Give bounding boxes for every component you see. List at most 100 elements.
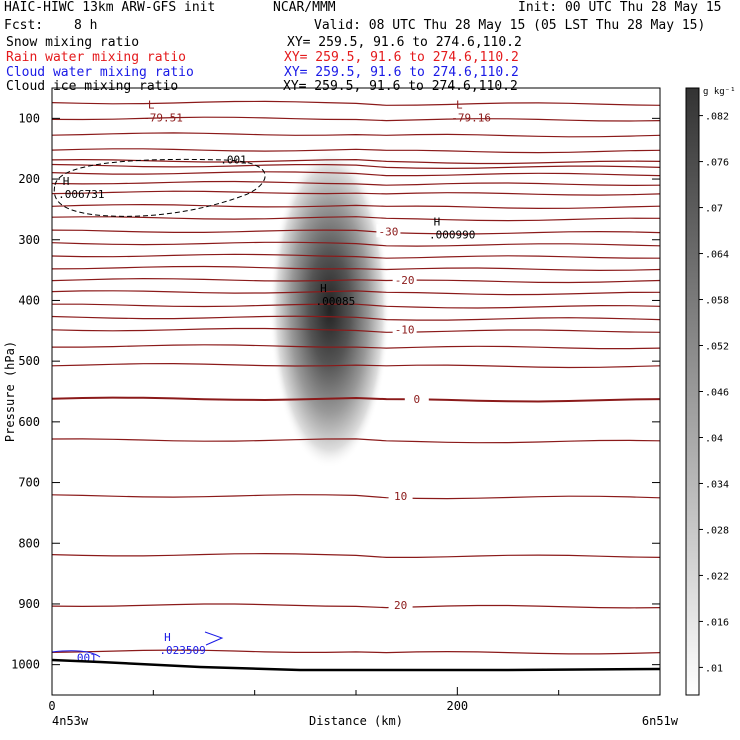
temperature-contour-line	[51, 253, 661, 259]
x-endpoint-right: 6n51w	[642, 714, 679, 728]
temperature-contour-line	[51, 277, 661, 284]
extremum-marker: L	[148, 98, 155, 111]
field-xy-snow: XY= 259.5, 91.6 to 274.6,110.2	[287, 35, 522, 50]
colorbar-level-label: .04	[705, 433, 723, 444]
contour-label-bg	[376, 224, 401, 238]
contour-label: 0	[413, 393, 420, 406]
colorbar-level-label: .022	[705, 571, 729, 582]
y-axis-label: Pressure (hPa)	[3, 341, 17, 442]
temperature-contour-line	[51, 396, 661, 403]
main-title: HAIC-HIWC 13km ARW-GFS init	[4, 0, 216, 15]
y-tick-label: 200	[18, 172, 40, 186]
x-endpoint-left: 4n53w	[52, 714, 89, 728]
contour-label: 20	[394, 599, 407, 612]
field-label-rain: Rain water mixing ratio	[6, 50, 187, 65]
temperature-contour-line	[51, 216, 661, 222]
y-tick-label: 700	[18, 476, 40, 490]
temperature-contour-line	[51, 148, 661, 154]
temperature-contour-line	[51, 100, 661, 106]
cloud-water-contour	[51, 650, 101, 658]
temperature-contour-line	[51, 290, 661, 296]
center-title: NCAR/MMM	[273, 0, 336, 15]
temperature-contour-line	[51, 132, 661, 138]
temperature-contour-line	[51, 649, 661, 655]
temperature-contour-line	[51, 203, 661, 210]
field-xy-rain: XY= 259.5, 91.6 to 274.6,110.2	[284, 50, 519, 65]
y-tick-label: 400	[18, 293, 40, 307]
colorbar-level-label: .034	[705, 479, 729, 490]
temperature-contour-line	[51, 552, 661, 558]
y-tick-label: 900	[18, 597, 40, 611]
extremum-value: -79.16	[451, 111, 491, 124]
colorbar-gradient	[685, 87, 700, 696]
y-tick-label: 600	[18, 415, 40, 429]
extremum-marker: H	[434, 215, 441, 228]
colorbar-level-label: .01	[705, 663, 723, 674]
extremum-marker: H	[164, 631, 171, 644]
colorbar-level-label: .058	[705, 296, 729, 307]
field-label-snow: Snow mixing ratio	[6, 35, 140, 50]
colorbar-unit: g kg⁻¹	[703, 87, 736, 97]
field-label-cloud-ice: Cloud ice mixing ratio	[6, 79, 179, 94]
contour-label: -30	[378, 225, 398, 238]
temperature-contour-line	[51, 158, 661, 165]
fcst-value: 8 h	[74, 18, 98, 33]
y-tick-label: 100	[18, 111, 40, 125]
temperature-contour-line	[51, 163, 661, 170]
temperature-contour-line	[51, 116, 661, 122]
contour-label-bg	[392, 272, 417, 286]
colorbar-level-label: .046	[705, 388, 729, 399]
colorbar-level-label: .076	[705, 158, 729, 169]
temperature-contour-line	[51, 180, 661, 187]
contour-label: -10	[395, 324, 415, 337]
temperature-contour-line	[51, 190, 661, 196]
temperature-contour-line	[51, 229, 661, 235]
extremum-marker: H	[63, 175, 70, 188]
extremum-value: .00085	[315, 295, 355, 308]
temperature-contour-line	[51, 603, 661, 609]
temperature-contour-line	[51, 494, 661, 500]
y-tick-label: 800	[18, 536, 40, 550]
contour-label: 10	[394, 490, 407, 503]
y-tick-label: 500	[18, 354, 40, 368]
cloud-water-contour	[204, 631, 224, 646]
temperature-contour-line	[51, 327, 661, 333]
extremum-value: .023509	[159, 644, 205, 657]
temperature-contour-line	[51, 438, 661, 444]
temperature-contour-line	[52, 303, 661, 309]
colorbar-level-label: .07	[705, 204, 723, 215]
extremum-value: .000990	[429, 228, 475, 241]
x-tick-label: 200	[446, 699, 468, 713]
contour-label: -20	[395, 274, 415, 287]
colorbar-level-label: .016	[705, 617, 729, 628]
extremum-value: -79.51	[143, 111, 183, 124]
colorbar-level-label: .028	[705, 525, 729, 536]
colorbar-level-label: .052	[705, 342, 729, 353]
colorbar: .01 .016 .022 .028 .034 .04 .046 .052 .058 .064 .0…	[685, 87, 736, 696]
colorbar-level-label: .082	[705, 112, 729, 123]
snow-shading	[269, 148, 390, 469]
snow-contour-label: .001	[220, 154, 247, 167]
extremum-marker: H	[320, 282, 327, 295]
snow-dashed-contour	[53, 158, 266, 217]
field-xy-cloud-ice: XY= 259.5, 91.6 to 274.6,110.2	[283, 79, 518, 94]
x-axis-label: Distance (km)	[309, 714, 403, 728]
chart-labels: L-79.51L-79.16H.006731H.000990H.00085H.0…	[58, 98, 491, 657]
x-tick-label: 0	[48, 699, 55, 713]
field-label-cloud-water: Cloud water mixing ratio	[6, 65, 194, 80]
colorbar-level-label: .064	[705, 250, 729, 261]
valid-time: Valid: 08 UTC Thu 28 May 15 (05 LST Thu …	[314, 18, 706, 33]
temperature-contour-line	[52, 344, 661, 350]
y-tick-label: 300	[18, 233, 40, 247]
init-time: Init: 00 UTC Thu 28 May 15	[518, 0, 722, 15]
temperature-contour-line	[51, 241, 661, 247]
temperature-contour-line	[51, 265, 661, 272]
contour-label-bg	[404, 391, 429, 405]
extremum-marker: L	[456, 98, 463, 111]
extremum-value: .006731	[58, 188, 104, 201]
temperature-contour-line	[51, 362, 661, 369]
temperature-contours: -30 -20 -10 0 10 20	[51, 100, 661, 655]
terrain-line	[51, 658, 661, 672]
